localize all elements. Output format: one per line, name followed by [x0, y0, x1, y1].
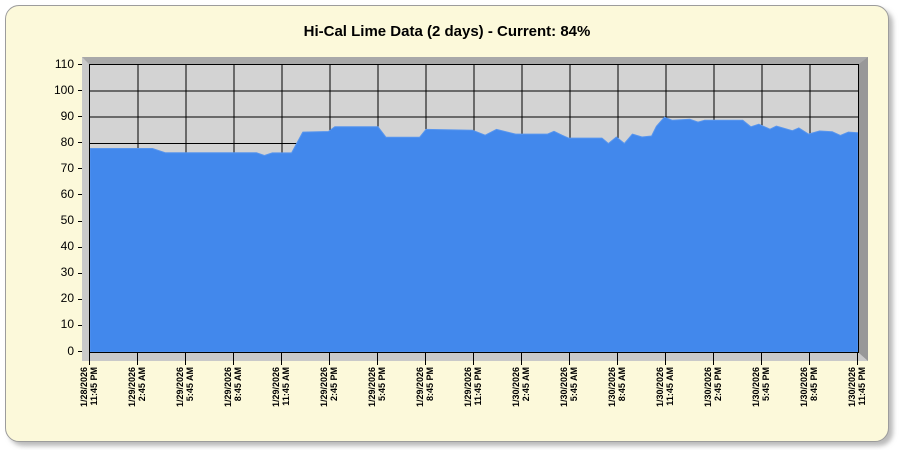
y-tick-label: 30 [60, 265, 74, 280]
x-tick-mark [713, 353, 714, 365]
x-tick-label: 1/30/2026 5:45 AM [559, 367, 579, 429]
x-tick-label: 1/29/2026 8:45 PM [415, 367, 435, 429]
x-tick-label: 1/30/2026 2:45 PM [703, 367, 723, 429]
x-tick-label: 1/29/2026 2:45 AM [127, 367, 147, 429]
x-tick-date: 1/30/2026 [511, 367, 521, 408]
x-tick-time: 2:45 PM [713, 367, 723, 402]
x-tick-mark [809, 353, 810, 365]
y-tick-label: 60 [60, 186, 74, 201]
y-tick-label: 70 [60, 160, 74, 175]
x-tick-time: 8:45 PM [809, 367, 819, 402]
x-tick-time: 11:45 PM [857, 367, 867, 406]
y-tick-label: 20 [60, 291, 74, 306]
x-tick-date: 1/30/2026 [751, 367, 761, 408]
x-tick-mark [617, 353, 618, 365]
x-tick-label: 1/30/2026 8:45 AM [607, 367, 627, 429]
x-tick-mark [233, 353, 234, 365]
x-tick-label: 1/29/2026 5:45 AM [175, 367, 195, 429]
plot-svg [90, 65, 858, 352]
x-tick-date: 1/29/2026 [271, 367, 281, 408]
x-tick-mark [569, 353, 570, 365]
y-tick-label: 10 [60, 317, 74, 332]
area-series [90, 116, 858, 352]
x-tick-label: 1/29/2026 5:45 PM [367, 367, 387, 429]
y-tick-label: 40 [60, 239, 74, 254]
y-tick-label: 110 [54, 56, 74, 71]
x-tick-date: 1/30/2026 [655, 367, 665, 408]
x-tick-mark [665, 353, 666, 365]
x-tick-time: 11:45 PM [473, 367, 483, 406]
x-tick-label: 1/28/2026 11:45 PM [79, 367, 99, 429]
x-tick-time: 2:45 AM [137, 367, 147, 402]
y-tick-label: 0 [67, 343, 74, 358]
x-tick-label: 1/30/2026 11:45 PM [847, 367, 867, 429]
x-tick-time: 8:45 AM [617, 367, 627, 402]
x-tick-time: 5:45 AM [569, 367, 579, 402]
x-tick-label: 1/29/2026 11:45 AM [271, 367, 291, 429]
x-tick-mark [281, 353, 282, 365]
x-tick-label: 1/30/2026 5:45 PM [751, 367, 771, 429]
x-tick-date: 1/29/2026 [367, 367, 377, 408]
x-tick-mark [761, 353, 762, 365]
x-tick-date: 1/29/2026 [127, 367, 137, 408]
x-tick-date: 1/28/2026 [79, 367, 89, 408]
x-tick-time: 5:45 PM [761, 367, 771, 402]
x-tick-time: 8:45 AM [233, 367, 243, 402]
x-tick-label: 1/29/2026 11:45 PM [463, 367, 483, 429]
x-tick-date: 1/30/2026 [799, 367, 809, 408]
y-tick-label: 90 [60, 108, 74, 123]
x-tick-mark [857, 353, 858, 365]
x-tick-mark [473, 353, 474, 365]
x-tick-label: 1/30/2026 11:45 AM [655, 367, 675, 429]
x-tick-mark [89, 353, 90, 365]
x-tick-mark [377, 353, 378, 365]
x-tick-date: 1/30/2026 [847, 367, 857, 408]
x-tick-date: 1/30/2026 [559, 367, 569, 408]
x-tick-date: 1/29/2026 [175, 367, 185, 408]
x-tick-time: 2:45 AM [521, 367, 531, 402]
x-tick-date: 1/29/2026 [415, 367, 425, 408]
x-tick-time: 11:45 AM [665, 367, 675, 406]
x-tick-date: 1/29/2026 [463, 367, 473, 408]
x-tick-time: 8:45 PM [425, 367, 435, 402]
chart-panel: Hi-Cal Lime Data (2 days) - Current: 84%… [5, 5, 889, 442]
plot-frame-3d [82, 57, 868, 361]
x-tick-date: 1/30/2026 [703, 367, 713, 408]
x-tick-mark [185, 353, 186, 365]
chart-title: Hi-Cal Lime Data (2 days) - Current: 84% [303, 23, 591, 40]
x-tick-mark [521, 353, 522, 365]
x-tick-date: 1/30/2026 [607, 367, 617, 408]
y-tick-label: 50 [60, 213, 74, 228]
x-tick-label: 1/30/2026 8:45 PM [799, 367, 819, 429]
x-tick-time: 11:45 PM [89, 367, 99, 406]
y-tick-label: 80 [60, 134, 74, 149]
x-tick-time: 5:45 AM [185, 367, 195, 402]
x-tick-date: 1/29/2026 [223, 367, 233, 408]
x-tick-time: 5:45 PM [377, 367, 387, 402]
x-tick-time: 2:45 PM [329, 367, 339, 402]
y-tick-label: 100 [53, 82, 74, 97]
x-tick-date: 1/29/2026 [319, 367, 329, 408]
x-tick-mark [425, 353, 426, 365]
x-tick-mark [329, 353, 330, 365]
x-tick-label: 1/30/2026 2:45 AM [511, 367, 531, 429]
plot-area [89, 64, 859, 353]
x-tick-label: 1/29/2026 8:45 AM [223, 367, 243, 429]
x-tick-label: 1/29/2026 2:45 PM [319, 367, 339, 429]
x-tick-mark [137, 353, 138, 365]
x-tick-time: 11:45 AM [281, 367, 291, 406]
